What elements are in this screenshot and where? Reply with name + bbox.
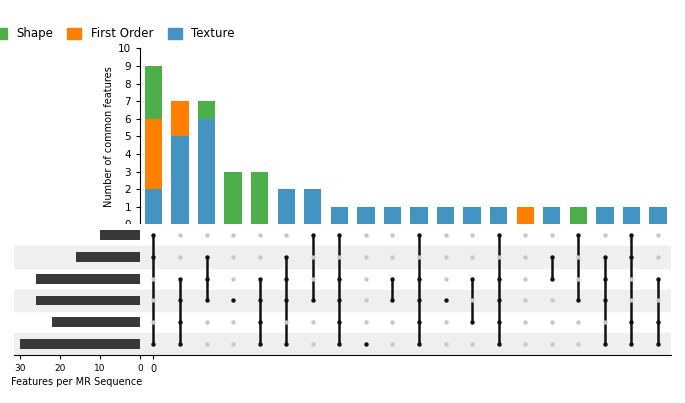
Bar (20, 339, 140, 349)
Bar (543, 207, 560, 224)
Bar (145, 66, 162, 119)
Bar (277, 189, 295, 224)
Y-axis label: Number of common features: Number of common features (104, 66, 114, 207)
Bar (384, 207, 401, 224)
Bar (140, 289, 671, 311)
Bar (140, 246, 671, 268)
Bar (36, 274, 140, 284)
Bar (198, 101, 215, 119)
Bar (596, 207, 614, 224)
Bar (304, 189, 321, 224)
Bar (36, 295, 140, 305)
Bar (171, 136, 188, 224)
Bar (516, 207, 534, 224)
Bar (100, 231, 140, 240)
Bar (464, 207, 481, 224)
Bar (358, 207, 375, 224)
Bar (437, 207, 454, 224)
Bar (198, 119, 215, 224)
Bar (570, 207, 587, 224)
Bar (623, 207, 640, 224)
Bar (14, 289, 140, 311)
X-axis label: Features per MR Sequence: Features per MR Sequence (12, 377, 142, 387)
Bar (649, 207, 667, 224)
Bar (331, 207, 348, 224)
Bar (145, 119, 162, 189)
Bar (171, 101, 188, 136)
Legend: Shape, First Order, Texture: Shape, First Order, Texture (0, 23, 239, 45)
Bar (52, 317, 140, 327)
Bar (14, 333, 140, 355)
Bar (76, 252, 140, 262)
Bar (251, 172, 269, 224)
Bar (14, 246, 140, 268)
Bar (490, 207, 508, 224)
Bar (410, 207, 427, 224)
Bar (225, 172, 242, 224)
Bar (140, 333, 671, 355)
Bar (145, 189, 162, 224)
